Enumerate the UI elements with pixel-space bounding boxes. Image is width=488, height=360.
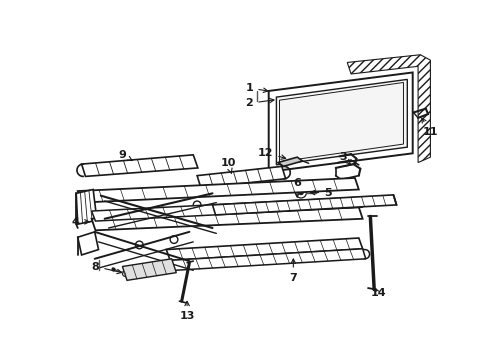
- Polygon shape: [212, 195, 396, 215]
- Text: 1: 1: [245, 83, 267, 93]
- Text: 5: 5: [310, 188, 331, 198]
- Text: 6: 6: [293, 178, 301, 197]
- Text: 11: 11: [421, 118, 437, 137]
- Polygon shape: [277, 157, 302, 166]
- Text: 7: 7: [289, 259, 297, 283]
- Text: 8: 8: [91, 261, 122, 274]
- Polygon shape: [268, 72, 412, 172]
- Polygon shape: [78, 232, 99, 255]
- Polygon shape: [170, 249, 365, 270]
- Polygon shape: [78, 178, 358, 203]
- Text: 2: 2: [245, 98, 273, 108]
- Text: 3: 3: [339, 152, 349, 164]
- Text: 13: 13: [179, 301, 194, 321]
- Polygon shape: [81, 155, 198, 176]
- Text: 9: 9: [118, 150, 132, 161]
- Text: 12: 12: [257, 148, 285, 159]
- Polygon shape: [197, 166, 285, 188]
- Polygon shape: [91, 207, 362, 230]
- Polygon shape: [91, 197, 362, 221]
- Polygon shape: [122, 259, 176, 280]
- Polygon shape: [346, 55, 429, 163]
- Text: 4: 4: [71, 217, 89, 227]
- Circle shape: [298, 190, 303, 195]
- Text: 10: 10: [220, 158, 235, 173]
- Text: 14: 14: [369, 288, 385, 298]
- Polygon shape: [76, 189, 97, 224]
- Polygon shape: [276, 80, 407, 165]
- Polygon shape: [166, 238, 362, 260]
